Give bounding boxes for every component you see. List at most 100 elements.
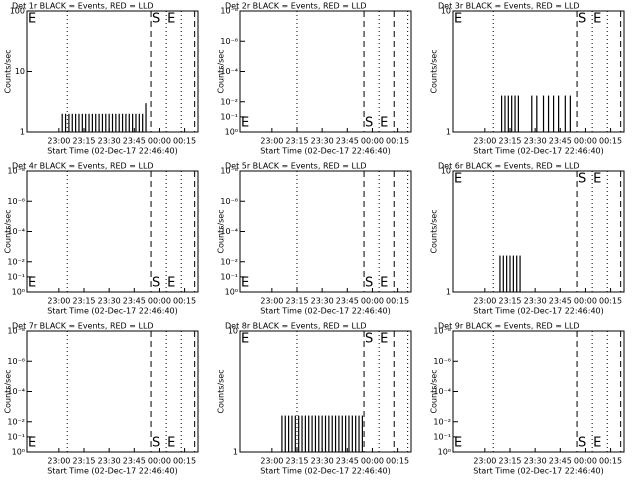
event-bar xyxy=(75,113,77,132)
event-bar xyxy=(108,113,110,132)
y-axis-label: Counts/sec xyxy=(430,49,439,93)
y-tick-label: 1 xyxy=(233,448,238,457)
x-axis-label: Start Time (02-Dec-17 22:46:40) xyxy=(47,147,178,156)
x-tick-label: 23:30 xyxy=(98,137,121,146)
annotation: E xyxy=(28,12,36,27)
x-tick-label: 23:30 xyxy=(98,457,121,466)
event-bar xyxy=(519,255,521,292)
x-axis-label: Start Time (02-Dec-17 22:46:40) xyxy=(260,147,391,156)
event-bar xyxy=(341,415,343,452)
event-bar xyxy=(509,255,511,292)
x-tick-label: 23:00 xyxy=(47,297,70,306)
y-tick-label: 10⁻⁸ xyxy=(220,167,238,176)
y-tick-label: 10⁻⁸ xyxy=(7,167,25,176)
annotation: E xyxy=(454,12,462,27)
annotation: E xyxy=(167,12,175,27)
event-bar xyxy=(511,95,513,132)
x-axis-label: Start Time (02-Dec-17 22:46:40) xyxy=(473,307,604,316)
x-tick-label: 23:45 xyxy=(549,137,572,146)
event-bar xyxy=(135,113,137,132)
x-axis-label: Start Time (02-Dec-17 22:46:40) xyxy=(260,467,391,476)
y-tick-label: 10⁰ xyxy=(225,288,238,297)
annotation: E xyxy=(380,332,388,347)
y-tick-label: 100 xyxy=(10,7,25,16)
x-tick-label: 23:00 xyxy=(473,137,496,146)
panel: Det 4r BLACK = Events, RED = LLD Counts/s… xyxy=(4,162,199,316)
panel-title: Det 3r BLACK = Events, RED = LLD xyxy=(438,2,580,11)
panel-title: Det 7r BLACK = Events, RED = LLD xyxy=(12,322,154,331)
x-tick-label: 00:00 xyxy=(148,297,171,306)
event-bar xyxy=(558,95,560,132)
y-tick-label: 10⁻⁴ xyxy=(7,387,25,396)
annotation: E xyxy=(454,436,462,451)
y-tick-label: 1 xyxy=(446,288,451,297)
annotation: S xyxy=(365,116,373,131)
event-bar xyxy=(281,415,283,452)
y-tick-label: 10⁻¹ xyxy=(220,112,238,121)
x-tick-label: 00:00 xyxy=(361,297,384,306)
y-tick-label: 1 xyxy=(20,128,25,137)
event-bar xyxy=(318,415,320,452)
x-tick-label: 00:00 xyxy=(574,297,597,306)
x-tick-label: 00:00 xyxy=(148,457,171,466)
annotation: S xyxy=(365,276,373,291)
annotation: E xyxy=(593,172,601,187)
event-bar xyxy=(88,113,90,132)
y-tick-label: 10⁻⁶ xyxy=(7,197,25,206)
panel-title: Det 2r BLACK = Events, RED = LLD xyxy=(225,2,367,11)
panel: Det 3r BLACK = Events, RED = LLD Counts/s… xyxy=(430,2,625,156)
x-tick-label: 00:15 xyxy=(173,137,196,146)
y-tick-label: 10⁻⁶ xyxy=(220,37,238,46)
event-bar xyxy=(348,415,350,452)
event-bar xyxy=(501,95,503,132)
x-tick-label: 00:00 xyxy=(574,457,597,466)
event-bar xyxy=(111,113,114,132)
x-tick-label: 23:45 xyxy=(549,297,572,306)
event-bar xyxy=(125,113,127,132)
panel: Det 5r BLACK = Events, RED = LLD Counts/s… xyxy=(217,162,412,316)
event-bar xyxy=(128,113,130,132)
event-bar xyxy=(98,113,100,132)
x-tick-label: 23:00 xyxy=(47,137,70,146)
annotation: E xyxy=(380,116,388,131)
event-bar xyxy=(507,95,509,132)
event-bar xyxy=(514,95,516,132)
event-bar xyxy=(536,95,538,132)
event-bar xyxy=(324,415,327,452)
x-tick-label: 23:30 xyxy=(311,457,334,466)
x-tick-label: 23:45 xyxy=(336,137,359,146)
event-bar xyxy=(542,95,545,132)
x-tick-label: 23:15 xyxy=(498,457,521,466)
x-tick-label: 23:15 xyxy=(285,297,308,306)
panel: Det 7r BLACK = Events, RED = LLD Counts/s… xyxy=(4,322,199,476)
event-bar xyxy=(115,113,117,132)
x-tick-label: 23:00 xyxy=(473,297,496,306)
event-bar xyxy=(291,415,293,452)
y-axis-label: Counts/sec xyxy=(4,369,13,413)
annotation: E xyxy=(241,332,249,347)
y-axis-label: Counts/sec xyxy=(217,49,226,93)
x-tick-label: 23:15 xyxy=(498,137,521,146)
annotation: E xyxy=(241,116,249,131)
plot-frame xyxy=(452,10,625,133)
x-tick-label: 00:15 xyxy=(173,457,196,466)
annotation: E xyxy=(241,276,249,291)
x-axis-label: Start Time (02-Dec-17 22:46:40) xyxy=(47,307,178,316)
event-bar xyxy=(502,255,504,292)
event-bar xyxy=(499,255,501,292)
panel: Det 6r BLACK = Events, RED = LLD Counts/s… xyxy=(430,162,625,316)
annotation: E xyxy=(167,276,175,291)
annotation: S xyxy=(578,12,586,27)
event-bar xyxy=(334,415,337,452)
annotation: S xyxy=(152,12,160,27)
y-tick-label: 10⁻⁸ xyxy=(433,327,451,336)
y-tick-label: 10⁰ xyxy=(12,288,25,297)
y-tick-label: 10⁻¹ xyxy=(7,272,25,281)
x-tick-label: 23:30 xyxy=(311,297,334,306)
y-tick-label: 10 xyxy=(15,67,25,76)
annotation: E xyxy=(454,172,462,187)
x-tick-label: 23:15 xyxy=(72,137,95,146)
x-axis-label: Start Time (02-Dec-17 22:46:40) xyxy=(473,147,604,156)
event-bar xyxy=(328,415,330,452)
